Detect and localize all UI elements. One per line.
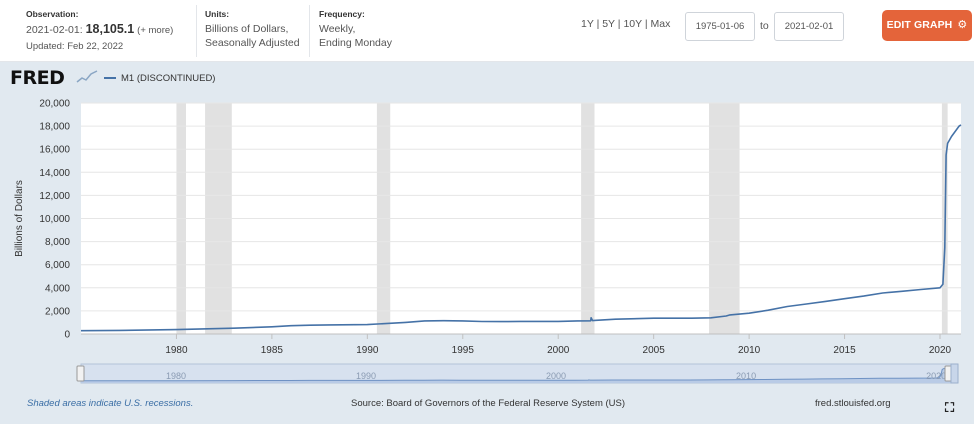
range-10y[interactable]: 10Y [623,18,642,30]
range-1y[interactable]: 1Y [581,18,594,30]
y-tick-label: 18,000 [39,122,70,133]
navigator-year-label: 1980 [166,371,186,381]
y-tick-label: 20,000 [39,99,70,110]
observation-date: 2021-02-01: [26,24,83,36]
y-tick-label: 4,000 [45,283,70,294]
x-tick-label: 2005 [643,345,666,356]
fred-logo-spark-icon [76,70,98,83]
navigator-year-label: 1990 [356,371,376,381]
navigator-scrollbar-end [950,363,959,384]
legend-swatch [104,77,116,80]
y-tick-label: 2,000 [45,306,70,317]
units-line1: Billions of Dollars, [205,23,289,35]
date-to-label: to [760,20,769,32]
fred-logo: FRED [10,67,65,89]
site-link[interactable]: fred.stlouisfed.org [815,398,891,409]
chart-legend: M1 (DISCONTINUED) [104,73,215,84]
navigator-year-label: 2020 [926,371,946,381]
navigator-year-label: 2010 [736,371,756,381]
updated-date: Updated: Feb 22, 2022 [26,41,124,52]
frequency-block: Frequency: Weekly, Ending Monday [309,5,392,57]
edit-graph-button[interactable]: EDIT GRAPH ⚙ [882,10,972,41]
x-tick-label: 2000 [547,345,570,356]
y-tick-label: 8,000 [45,237,70,248]
units-label: Units: [205,9,230,19]
legend-series-name: M1 (DISCONTINUED) [121,73,216,84]
start-date-input[interactable]: 1975-01-06 [685,12,755,41]
more-observations-link[interactable]: (+ more) [137,25,174,36]
x-tick-label: 1980 [165,345,188,356]
y-tick-label: 12,000 [39,191,70,202]
observation-value-line: 2021-02-01: 18,105.1 (+ more) [26,22,173,38]
navigator-year-label: 2000 [546,371,566,381]
navigator-series-area [81,367,957,383]
gear-icon: ⚙ [957,19,968,31]
range-max[interactable]: Max [650,18,671,30]
x-tick-label: 1995 [452,345,475,356]
y-tick-label: 6,000 [45,260,70,271]
end-date-input[interactable]: 2021-02-01 [774,12,844,41]
y-tick-label: 14,000 [39,168,70,179]
frequency-label: Frequency: [319,9,365,19]
chart-header: Observation: 2021-02-01: 18,105.1 (+ mor… [0,0,974,62]
m1-series-line [80,124,962,332]
x-tick-label: 2020 [929,345,952,356]
x-tick-label: 2015 [833,345,856,356]
observation-label: Observation: [26,9,79,19]
navigator-series-line [81,366,958,382]
range-selector: 1Y | 5Y | 10Y | Max [581,18,671,30]
x-tick-label: 2010 [738,345,761,356]
source-text: Source: Board of Governors of the Federa… [351,398,626,409]
x-tick-label: 1985 [261,345,284,356]
observation-value: 18,105.1 [85,22,135,36]
frequency-line1: Weekly, [319,23,356,35]
edit-graph-label: EDIT GRAPH [886,19,953,31]
x-tick-label: 1990 [356,345,379,356]
range-5y[interactable]: 5Y [602,18,615,30]
units-line2: Seasonally Adjusted [205,37,300,49]
y-tick-label: 0 [64,330,70,341]
fullscreen-icon[interactable]: ⛶ [945,400,955,415]
frequency-line2: Ending Monday [319,37,392,49]
y-tick-label: 16,000 [39,145,70,156]
y-tick-label: 10,000 [39,214,70,225]
observation-block: Observation: 2021-02-01: 18,105.1 (+ mor… [26,9,173,52]
units-block: Units: Billions of Dollars, Seasonally A… [196,5,300,57]
y-axis-title: Billions of Dollars [14,180,25,257]
navigator-left-handle[interactable] [76,365,85,382]
recession-note: Shaded areas indicate U.S. recessions. [27,398,194,409]
